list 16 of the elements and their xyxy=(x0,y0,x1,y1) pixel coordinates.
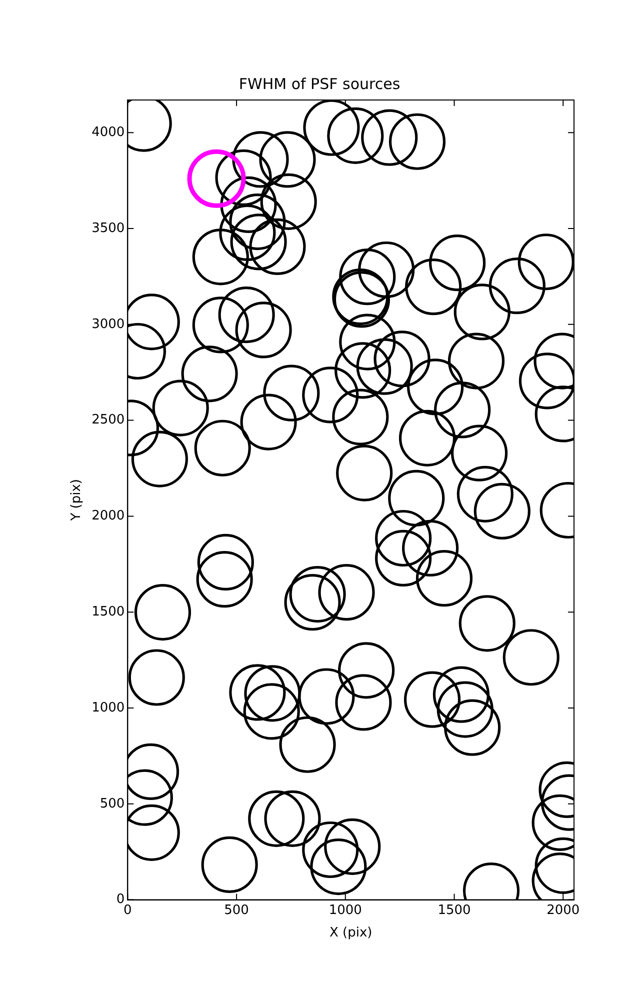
y-tick-label: 2500 xyxy=(92,412,125,428)
x-tick-label: 500 xyxy=(224,902,249,918)
y-tick-label: 3000 xyxy=(92,316,125,332)
y-axis-title: Y (pix) xyxy=(69,479,84,522)
chart-title: FWHM of PSF sources xyxy=(238,74,400,93)
x-tick-label: 2000 xyxy=(546,902,580,918)
x-tick-label: 1500 xyxy=(438,902,471,918)
y-tick-label: 3500 xyxy=(92,220,125,236)
x-tick-label: 1000 xyxy=(328,902,362,918)
x-axis-title: X (pix) xyxy=(329,926,372,941)
y-tick-label: 2000 xyxy=(92,508,125,524)
y-tick-label: 1500 xyxy=(92,604,125,620)
y-tick-label: 0 xyxy=(116,892,125,908)
y-tick-label: 4000 xyxy=(92,124,125,140)
y-tick-label: 500 xyxy=(100,796,125,812)
y-tick-label: 1000 xyxy=(92,700,125,716)
